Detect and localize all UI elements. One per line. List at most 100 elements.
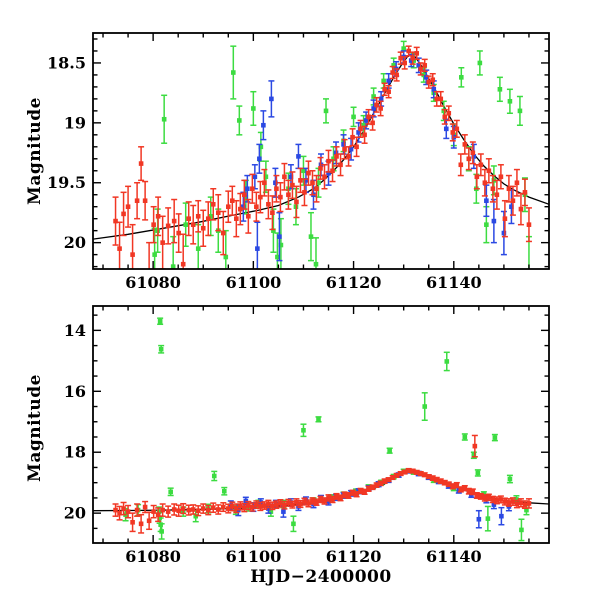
data-point <box>410 468 416 474</box>
red-series <box>112 45 532 269</box>
data-point <box>346 493 351 498</box>
data-point <box>374 482 379 488</box>
bottom-panel-frame <box>92 305 550 544</box>
data-point <box>378 480 383 486</box>
data-point <box>268 509 274 514</box>
data-point <box>238 503 243 509</box>
data-point <box>430 77 436 83</box>
data-point <box>230 504 235 509</box>
data-point <box>338 162 343 168</box>
data-point <box>402 469 407 475</box>
data-point <box>387 448 392 453</box>
data-point <box>275 254 280 260</box>
data-point <box>318 166 323 171</box>
data-point <box>125 509 131 514</box>
data-point <box>414 470 420 475</box>
data-point <box>142 198 148 204</box>
data-point <box>490 186 496 192</box>
data-point <box>296 504 301 509</box>
y-tick-label: 20 <box>64 233 86 252</box>
data-point <box>282 174 287 180</box>
data-point <box>278 242 284 248</box>
data-point <box>366 486 371 492</box>
data-point <box>458 487 464 492</box>
data-point <box>270 503 275 509</box>
data-point <box>205 507 211 513</box>
data-point <box>341 142 346 147</box>
x-tick-label: 61120 <box>326 547 382 566</box>
data-point <box>146 518 152 524</box>
x-tick-label: 61080 <box>125 273 181 292</box>
data-point <box>168 489 173 495</box>
data-point <box>243 194 249 200</box>
data-point <box>263 174 269 180</box>
data-point <box>186 507 192 513</box>
data-point <box>458 162 464 168</box>
data-point <box>451 134 457 140</box>
data-point <box>486 168 492 174</box>
data-point <box>497 87 503 92</box>
data-point <box>485 516 491 521</box>
data-point <box>231 70 236 75</box>
data-point <box>444 359 450 364</box>
data-point <box>362 489 367 495</box>
data-point <box>466 488 472 494</box>
data-point <box>510 499 516 504</box>
data-point <box>138 521 144 527</box>
data-point <box>330 497 335 502</box>
data-point <box>125 204 131 210</box>
data-point <box>354 144 359 150</box>
data-point <box>438 96 444 102</box>
data-point <box>298 501 303 507</box>
data-point <box>190 507 196 512</box>
data-point <box>418 66 424 72</box>
data-point <box>159 529 164 534</box>
data-point <box>294 199 299 205</box>
data-point <box>183 222 189 227</box>
data-point <box>286 192 291 198</box>
data-point <box>281 509 286 514</box>
data-point <box>157 318 163 324</box>
data-point <box>161 116 167 122</box>
data-point <box>301 427 306 433</box>
y-tick-label: 19 <box>64 113 86 132</box>
data-point <box>402 60 407 66</box>
data-point <box>316 417 321 422</box>
data-point <box>507 98 513 104</box>
data-point <box>494 498 500 503</box>
data-point <box>514 501 520 507</box>
data-point <box>498 174 504 180</box>
data-point <box>250 504 255 510</box>
data-point <box>390 475 395 480</box>
data-point <box>394 473 399 478</box>
data-point <box>470 489 476 495</box>
x-tick-label: 61120 <box>326 273 382 292</box>
model-curve <box>93 53 549 240</box>
data-point <box>462 485 468 491</box>
data-point <box>308 234 314 239</box>
top-panel-data <box>93 40 549 269</box>
data-point <box>220 230 226 236</box>
data-point <box>290 182 295 188</box>
data-point <box>180 261 186 267</box>
data-point <box>430 475 436 481</box>
data-point <box>262 180 267 186</box>
data-point <box>176 508 181 514</box>
data-point <box>358 126 363 132</box>
data-point <box>450 130 456 135</box>
data-point <box>294 499 299 505</box>
data-point <box>195 246 201 251</box>
data-point <box>200 506 206 511</box>
data-point <box>378 106 383 111</box>
data-point <box>142 504 148 510</box>
data-point <box>245 186 250 192</box>
data-point <box>242 192 247 198</box>
data-point <box>254 502 259 507</box>
data-point <box>278 194 283 200</box>
data-point <box>502 499 508 504</box>
data-point <box>350 490 355 496</box>
data-point <box>246 503 251 508</box>
data-point <box>426 79 432 85</box>
data-point <box>160 240 165 245</box>
